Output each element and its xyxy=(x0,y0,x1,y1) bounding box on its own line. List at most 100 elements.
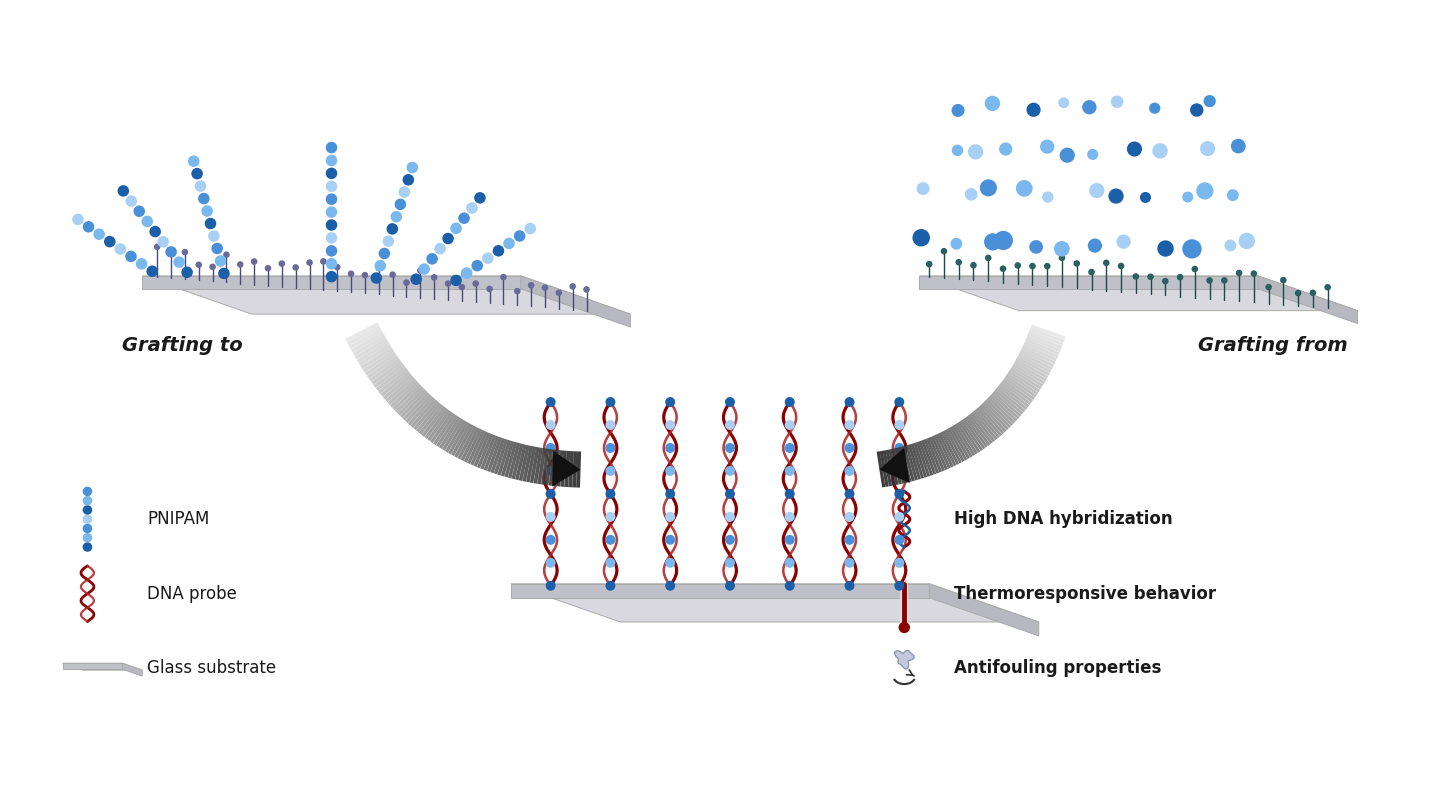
Circle shape xyxy=(1086,149,1098,160)
Circle shape xyxy=(390,272,396,277)
Circle shape xyxy=(475,192,486,203)
Circle shape xyxy=(784,535,794,545)
Circle shape xyxy=(894,443,904,453)
Circle shape xyxy=(168,250,174,256)
Circle shape xyxy=(964,188,977,201)
Circle shape xyxy=(1118,263,1124,269)
Polygon shape xyxy=(895,650,914,669)
Polygon shape xyxy=(62,663,142,670)
Circle shape xyxy=(378,248,390,259)
Polygon shape xyxy=(920,276,1258,289)
Circle shape xyxy=(1281,278,1286,283)
Circle shape xyxy=(135,258,147,270)
Circle shape xyxy=(606,443,616,453)
Circle shape xyxy=(606,466,616,476)
Circle shape xyxy=(665,443,675,453)
Circle shape xyxy=(845,443,855,453)
Circle shape xyxy=(196,262,201,267)
Circle shape xyxy=(1117,235,1131,249)
Circle shape xyxy=(419,263,430,275)
Circle shape xyxy=(459,284,465,290)
Circle shape xyxy=(204,218,216,229)
Circle shape xyxy=(403,174,414,185)
Circle shape xyxy=(325,220,337,231)
Circle shape xyxy=(472,260,484,271)
Circle shape xyxy=(894,489,904,499)
Circle shape xyxy=(82,496,92,505)
Circle shape xyxy=(104,236,115,247)
Circle shape xyxy=(394,198,406,210)
Circle shape xyxy=(450,275,462,286)
Circle shape xyxy=(165,246,177,258)
Circle shape xyxy=(432,275,437,280)
Circle shape xyxy=(212,243,223,254)
Circle shape xyxy=(725,535,735,545)
Circle shape xyxy=(665,489,675,499)
Circle shape xyxy=(82,505,92,514)
Text: PNIPAM: PNIPAM xyxy=(147,510,210,528)
Circle shape xyxy=(1239,232,1255,249)
Polygon shape xyxy=(879,448,909,483)
Circle shape xyxy=(1325,285,1330,290)
Circle shape xyxy=(1222,278,1227,283)
Circle shape xyxy=(1040,139,1055,154)
Text: Grafting from: Grafting from xyxy=(1199,336,1348,355)
Circle shape xyxy=(968,144,983,160)
Circle shape xyxy=(173,256,184,268)
Circle shape xyxy=(1153,143,1168,159)
Circle shape xyxy=(665,466,675,476)
Text: Antifouling properties: Antifouling properties xyxy=(954,659,1161,677)
Circle shape xyxy=(150,226,161,237)
Circle shape xyxy=(894,397,904,407)
Circle shape xyxy=(147,266,158,277)
Circle shape xyxy=(210,264,216,270)
Circle shape xyxy=(1016,180,1033,197)
Circle shape xyxy=(417,268,423,273)
Circle shape xyxy=(473,281,478,286)
Circle shape xyxy=(279,261,285,266)
Circle shape xyxy=(134,206,145,217)
Circle shape xyxy=(514,230,525,241)
Circle shape xyxy=(115,243,127,255)
Circle shape xyxy=(606,535,616,545)
Circle shape xyxy=(1157,241,1174,257)
Circle shape xyxy=(82,533,92,543)
Circle shape xyxy=(1132,274,1138,279)
Circle shape xyxy=(325,258,337,270)
Circle shape xyxy=(584,287,589,292)
Circle shape xyxy=(980,179,997,196)
Circle shape xyxy=(725,581,735,590)
Circle shape xyxy=(606,397,616,407)
Circle shape xyxy=(1108,189,1124,203)
Circle shape xyxy=(224,252,229,258)
Text: Thermoresponsive behavior: Thermoresponsive behavior xyxy=(954,585,1216,603)
Circle shape xyxy=(1088,238,1102,253)
Circle shape xyxy=(784,397,794,407)
Circle shape xyxy=(1059,255,1065,260)
Circle shape xyxy=(154,245,160,249)
Circle shape xyxy=(725,512,735,522)
Circle shape xyxy=(1230,139,1246,153)
Circle shape xyxy=(515,288,519,294)
Circle shape xyxy=(501,275,507,279)
Circle shape xyxy=(201,205,213,217)
Circle shape xyxy=(665,535,675,545)
Circle shape xyxy=(82,542,92,552)
Polygon shape xyxy=(521,276,630,327)
Circle shape xyxy=(191,168,203,179)
Polygon shape xyxy=(142,276,521,289)
Circle shape xyxy=(446,281,450,286)
Circle shape xyxy=(1163,279,1168,284)
Circle shape xyxy=(784,558,794,568)
Circle shape xyxy=(784,581,794,590)
Text: Grafting to: Grafting to xyxy=(122,336,243,355)
Polygon shape xyxy=(511,584,930,598)
Circle shape xyxy=(606,420,616,430)
Polygon shape xyxy=(62,663,122,669)
Circle shape xyxy=(725,558,735,568)
Circle shape xyxy=(1111,96,1124,108)
Circle shape xyxy=(1104,260,1109,266)
Circle shape xyxy=(387,223,399,235)
Polygon shape xyxy=(1258,276,1357,323)
Circle shape xyxy=(157,236,168,248)
